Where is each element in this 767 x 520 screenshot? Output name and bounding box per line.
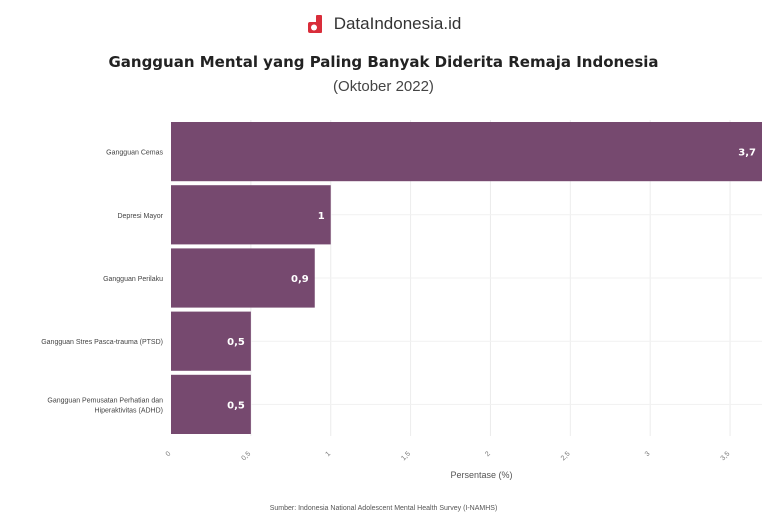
bar — [171, 248, 315, 308]
value-label: 3,7 — [738, 148, 756, 159]
value-label: 0,5 — [227, 400, 245, 411]
x-tick-label: 0 — [165, 450, 173, 458]
x-tick-label: 3 — [644, 450, 652, 458]
value-label: 1 — [318, 211, 325, 222]
bar — [171, 185, 331, 245]
bar — [171, 311, 251, 371]
bar — [171, 122, 762, 182]
x-tick-label: 1 — [324, 450, 332, 458]
brand-name: DataIndonesia.id — [333, 14, 462, 33]
x-tick-label: 2,5 — [560, 450, 572, 462]
x-tick-label: 3,5 — [720, 450, 732, 462]
x-tick-label: 0,5 — [240, 450, 252, 462]
x-tick-label: 2 — [484, 450, 492, 458]
category-label: Depresi Mayor — [117, 213, 163, 220]
value-label: 0,5 — [227, 337, 245, 348]
category-label: Gangguan Cemas — [106, 150, 163, 157]
bar — [171, 374, 251, 434]
category-label: Gangguan Pemusatan Perhatian dan Hiperakt… — [47, 397, 163, 414]
category-label: Gangguan Perilaku — [103, 276, 163, 283]
x-axis-title: Persentase (%) — [450, 470, 512, 480]
value-label: 0,9 — [291, 274, 309, 285]
brand-header: DataIndonesia.id — [0, 14, 767, 34]
x-tick-label: 1,5 — [400, 450, 412, 462]
chart-title: Gangguan Mental yang Paling Banyak Dider… — [108, 53, 659, 71]
bar-chart: Gangguan Cemas 3,7 Depresi Mayor 1 Gangguan … — [41, 120, 762, 480]
source-note: Sumber: Indonesia National Adolescent Me… — [269, 505, 498, 512]
chart-subtitle: (Oktober 2022) — [333, 78, 434, 95]
category-label: Gangguan Stres Pasca-trauma (PTSD) — [41, 339, 163, 346]
dataindonesia-logo-icon — [307, 15, 322, 33]
